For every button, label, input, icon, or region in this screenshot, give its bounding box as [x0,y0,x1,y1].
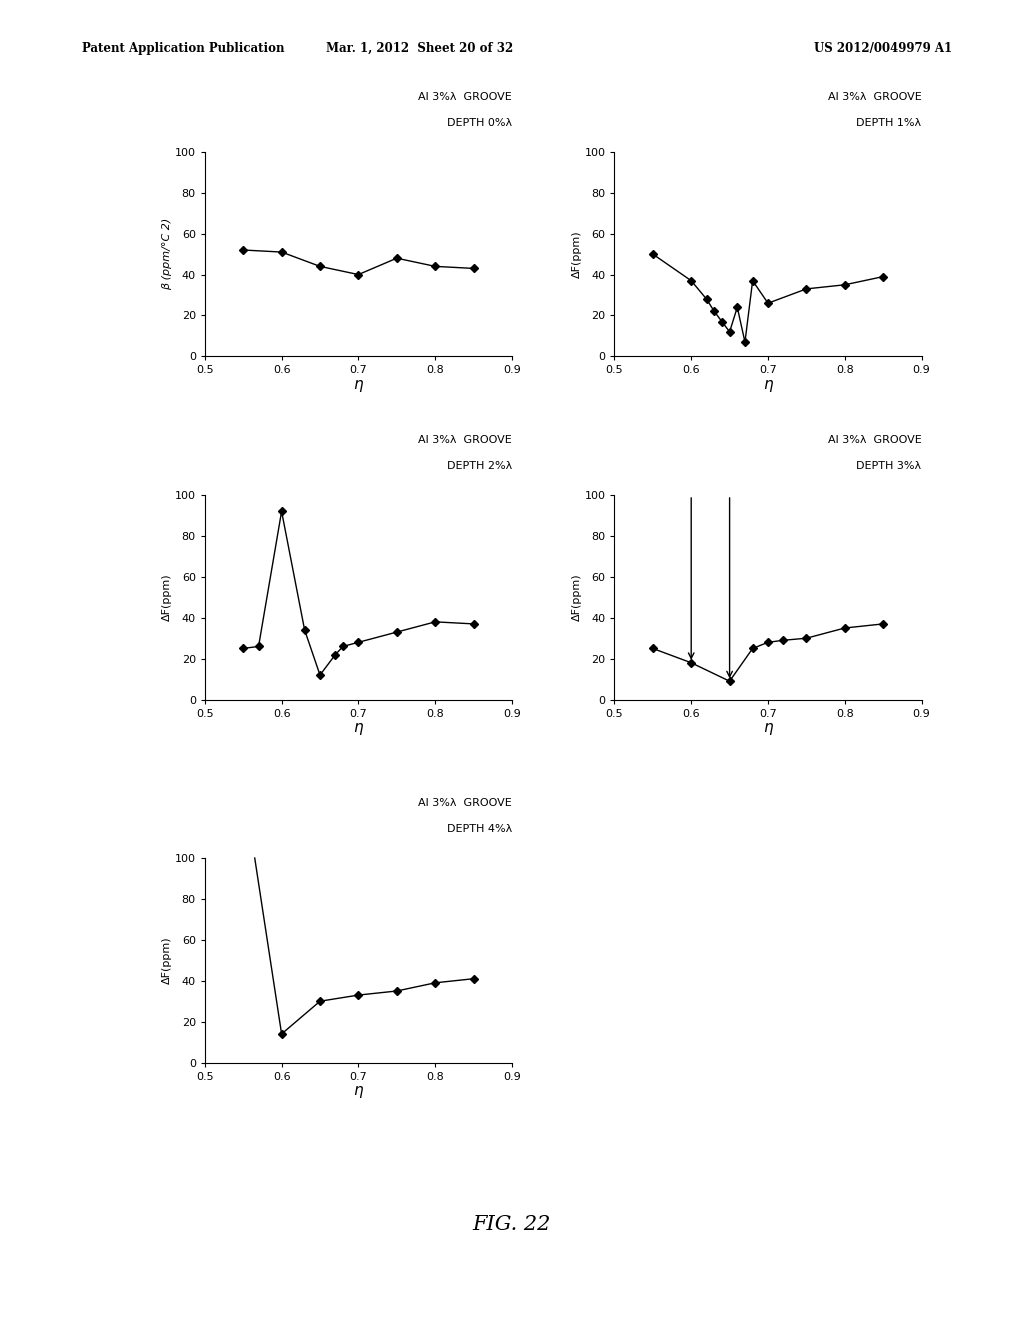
Text: Mar. 1, 2012  Sheet 20 of 32: Mar. 1, 2012 Sheet 20 of 32 [327,42,513,55]
Text: Al 3%λ  GROOVE: Al 3%λ GROOVE [418,434,512,445]
Text: FIG. 22: FIG. 22 [473,1216,551,1234]
Text: Al 3%λ  GROOVE: Al 3%λ GROOVE [418,91,512,102]
X-axis label: η: η [353,1082,364,1098]
X-axis label: η: η [353,719,364,735]
X-axis label: η: η [763,719,773,735]
Text: US 2012/0049979 A1: US 2012/0049979 A1 [814,42,952,55]
Y-axis label: ΔF(ppm): ΔF(ppm) [162,936,172,985]
Text: DEPTH 1%λ: DEPTH 1%λ [856,117,922,128]
Text: Al 3%λ  GROOVE: Al 3%λ GROOVE [418,797,512,808]
Text: DEPTH 3%λ: DEPTH 3%λ [856,461,922,471]
X-axis label: η: η [763,376,773,392]
Y-axis label: ΔF(ppm): ΔF(ppm) [571,230,582,279]
Y-axis label: ΔF(ppm): ΔF(ppm) [571,573,582,622]
Y-axis label: ΔF(ppm): ΔF(ppm) [162,573,172,622]
X-axis label: η: η [353,376,364,392]
Text: DEPTH 0%λ: DEPTH 0%λ [446,117,512,128]
Text: DEPTH 2%λ: DEPTH 2%λ [446,461,512,471]
Text: Al 3%λ  GROOVE: Al 3%λ GROOVE [827,91,922,102]
Text: DEPTH 4%λ: DEPTH 4%λ [446,824,512,834]
Text: Al 3%λ  GROOVE: Al 3%λ GROOVE [827,434,922,445]
Text: Patent Application Publication: Patent Application Publication [82,42,285,55]
Y-axis label: β (ppm/°C 2): β (ppm/°C 2) [162,218,172,290]
